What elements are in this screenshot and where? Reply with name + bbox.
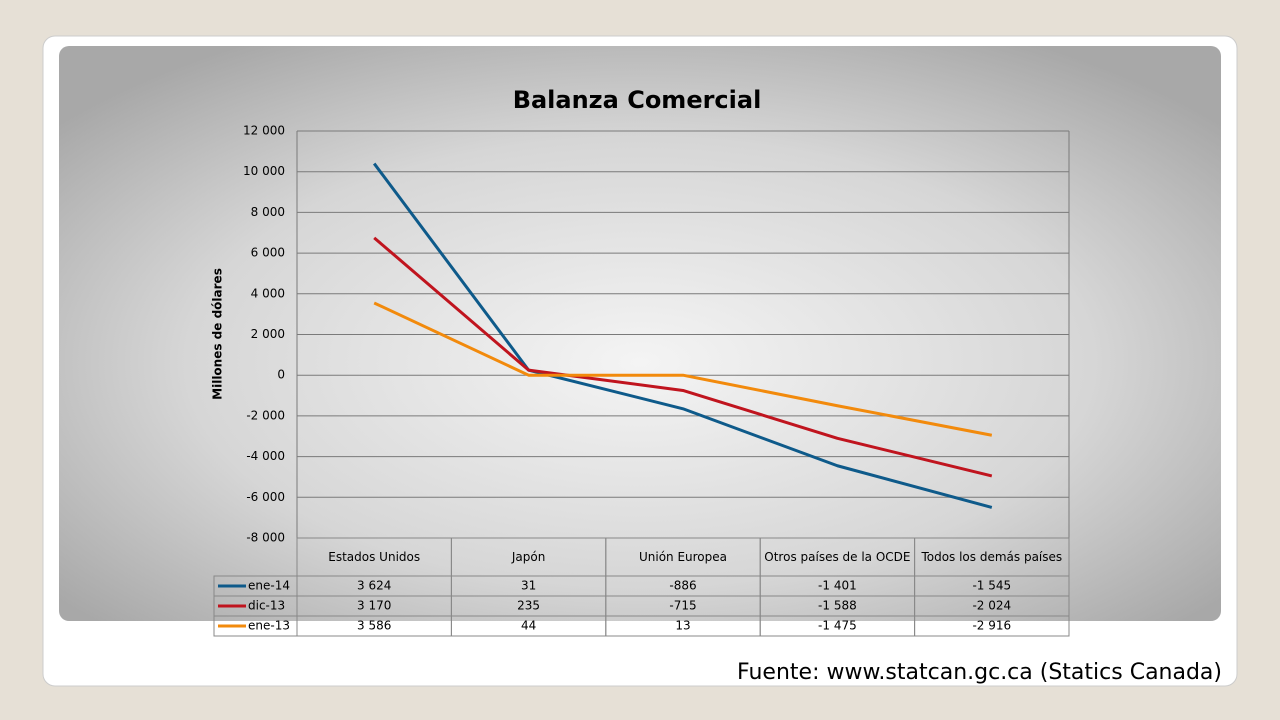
table-value: -1 545 bbox=[972, 579, 1011, 593]
source: Fuente: www.statcan.gc.ca (Statics Canad… bbox=[737, 660, 1222, 685]
table-value: 3 170 bbox=[357, 599, 391, 613]
y-tick-label: -4 000 bbox=[246, 449, 285, 463]
x-tick-label: Otros países de la OCDE bbox=[764, 549, 911, 564]
legend-label: dic-13 bbox=[248, 599, 285, 613]
y-tick-label: 10 000 bbox=[243, 164, 285, 178]
y-axis-label: Millones de dólares bbox=[211, 268, 225, 400]
table-value: -886 bbox=[669, 579, 696, 593]
x-tick-label-box: Estados Unidos bbox=[328, 549, 421, 564]
table-value: 31 bbox=[521, 579, 536, 593]
table-value: 235 bbox=[517, 599, 540, 613]
legend-label: ene-13 bbox=[248, 619, 290, 633]
table-value: 44 bbox=[521, 619, 536, 633]
x-tick-label-box: Unión Europea bbox=[638, 549, 728, 564]
table-value: 13 bbox=[675, 619, 690, 633]
series-line bbox=[372, 162, 993, 509]
table-value: -1 401 bbox=[818, 579, 857, 593]
chart-panel bbox=[59, 46, 1221, 621]
x-tick-label-box: Otros países de la OCDE bbox=[764, 549, 911, 564]
x-tick-label: Japón bbox=[511, 549, 546, 564]
x-tick-label-box: Japón bbox=[511, 549, 546, 564]
table-value: -1 588 bbox=[818, 599, 857, 613]
table-value: 3 586 bbox=[357, 619, 391, 633]
series-line bbox=[373, 301, 993, 437]
y-tick-label: -6 000 bbox=[246, 490, 285, 504]
y-tick-label: -2 000 bbox=[246, 408, 285, 422]
chart-title: Balanza Comercial bbox=[513, 86, 762, 114]
y-tick-label: 0 bbox=[277, 368, 285, 382]
series-line bbox=[373, 236, 993, 478]
table-cell bbox=[914, 615, 1070, 637]
table-value: 3 624 bbox=[357, 579, 391, 593]
table-value: -2 024 bbox=[972, 599, 1011, 613]
table-value: -1 475 bbox=[818, 619, 857, 633]
y-tick-label: 6 000 bbox=[251, 246, 285, 260]
x-tick-label: Todos los demás países bbox=[921, 549, 1063, 564]
y-tick-label: 2 000 bbox=[251, 327, 285, 341]
y-tick-label: 12 000 bbox=[243, 124, 285, 138]
legend-label: ene-14 bbox=[248, 579, 290, 593]
table-value: -2 916 bbox=[972, 619, 1011, 633]
y-tick-label: 4 000 bbox=[251, 286, 285, 300]
y-tick-label: -8 000 bbox=[246, 531, 285, 545]
y-tick-label: 8 000 bbox=[251, 205, 285, 219]
x-tick-label: Estados Unidos bbox=[328, 549, 421, 564]
x-tick-label: Unión Europea bbox=[638, 549, 728, 564]
table-value: -715 bbox=[669, 599, 696, 613]
x-tick-label-box: Todos los demás países bbox=[921, 549, 1063, 564]
